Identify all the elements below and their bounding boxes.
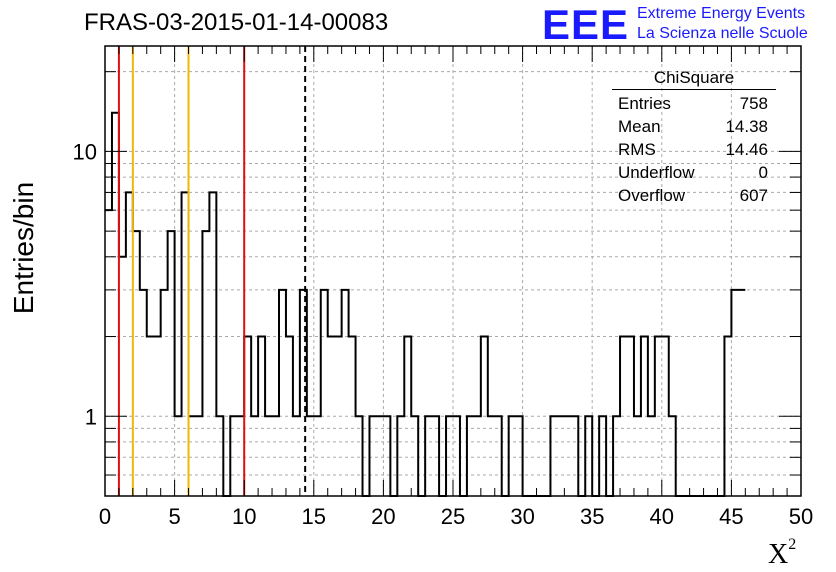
logo-caption-line1: Extreme Energy Events bbox=[637, 5, 806, 22]
stats-label: Entries bbox=[618, 94, 671, 113]
histogram-bin bbox=[731, 290, 738, 496]
stats-row-underflow: Underflow 0 bbox=[612, 161, 776, 184]
axes bbox=[104, 45, 802, 497]
y-tick-label: 1 bbox=[85, 404, 97, 429]
stats-box-title: ChiSquare bbox=[612, 68, 776, 90]
x-axis-label: X2 bbox=[768, 536, 796, 571]
y-axis-label-text: Entries/bin bbox=[8, 181, 39, 315]
logo-caption-line2: La Scienza nelle Scuole bbox=[637, 25, 808, 42]
stats-label: Mean bbox=[618, 117, 661, 136]
histogram-bin bbox=[182, 192, 189, 496]
threshold-lines bbox=[117, 46, 307, 496]
x-tick-label: 35 bbox=[580, 504, 604, 529]
stats-row-mean: Mean 14.38 bbox=[612, 115, 776, 138]
histogram-bin bbox=[321, 290, 328, 496]
x-axis-label-superscript: 2 bbox=[788, 536, 797, 553]
x-tick-label: 45 bbox=[719, 504, 743, 529]
x-tick-label: 20 bbox=[371, 504, 395, 529]
histogram-bin bbox=[202, 231, 209, 496]
stats-row-entries: Entries 758 bbox=[612, 92, 776, 115]
tick-labels: 0 5 10 15 20 25 30 35 40 45 50 1 10 bbox=[73, 139, 814, 529]
histogram-bin bbox=[161, 290, 168, 496]
histogram-bin bbox=[119, 257, 126, 496]
x-tick-label: 10 bbox=[232, 504, 256, 529]
chart-title: FRAS-03-2015-01-14-00083 bbox=[84, 9, 389, 36]
histogram-bin bbox=[279, 290, 286, 496]
x-tick-label: 40 bbox=[650, 504, 674, 529]
x-tick-label: 50 bbox=[789, 504, 813, 529]
histogram-outline bbox=[105, 111, 746, 497]
x-tick-label: 30 bbox=[510, 504, 534, 529]
stats-value: 758 bbox=[739, 94, 768, 113]
stats-value: 14.46 bbox=[725, 140, 768, 159]
eee-logo: EEE bbox=[542, 1, 630, 48]
histogram-bin bbox=[133, 231, 140, 496]
x-tick-label: 25 bbox=[441, 504, 465, 529]
x-tick-label: 15 bbox=[302, 504, 326, 529]
y-axis-label: Entries/bin bbox=[4, 182, 44, 314]
stats-row-rms: RMS 14.46 bbox=[612, 138, 776, 161]
histogram-bin bbox=[342, 290, 349, 496]
stats-box: ChiSquare Entries 758 Mean 14.38 RMS 14.46 … bbox=[612, 68, 776, 207]
histogram-bin bbox=[738, 290, 745, 496]
stats-row-overflow: Overflow 607 bbox=[612, 184, 776, 207]
stats-label: RMS bbox=[618, 140, 656, 159]
histogram-bin bbox=[126, 192, 133, 496]
histogram-bin bbox=[140, 290, 147, 496]
histogram-bin bbox=[112, 113, 119, 496]
y-tick-label: 10 bbox=[73, 139, 97, 164]
x-tick-label: 0 bbox=[99, 504, 111, 529]
histogram-bin bbox=[168, 231, 175, 496]
histogram-bars bbox=[105, 111, 746, 497]
stats-value: 607 bbox=[739, 186, 768, 205]
stats-label: Overflow bbox=[618, 186, 686, 205]
histogram-bin bbox=[209, 192, 216, 496]
stats-value: 14.38 bbox=[725, 117, 768, 136]
stats-value: 0 bbox=[758, 163, 768, 182]
x-tick-label: 5 bbox=[168, 504, 180, 529]
stats-label: Underflow bbox=[618, 163, 695, 182]
histogram-bin bbox=[105, 210, 112, 496]
x-axis-label-text: X bbox=[768, 539, 789, 570]
logo-caption: Extreme Energy Events La Scienza nelle S… bbox=[637, 4, 808, 44]
